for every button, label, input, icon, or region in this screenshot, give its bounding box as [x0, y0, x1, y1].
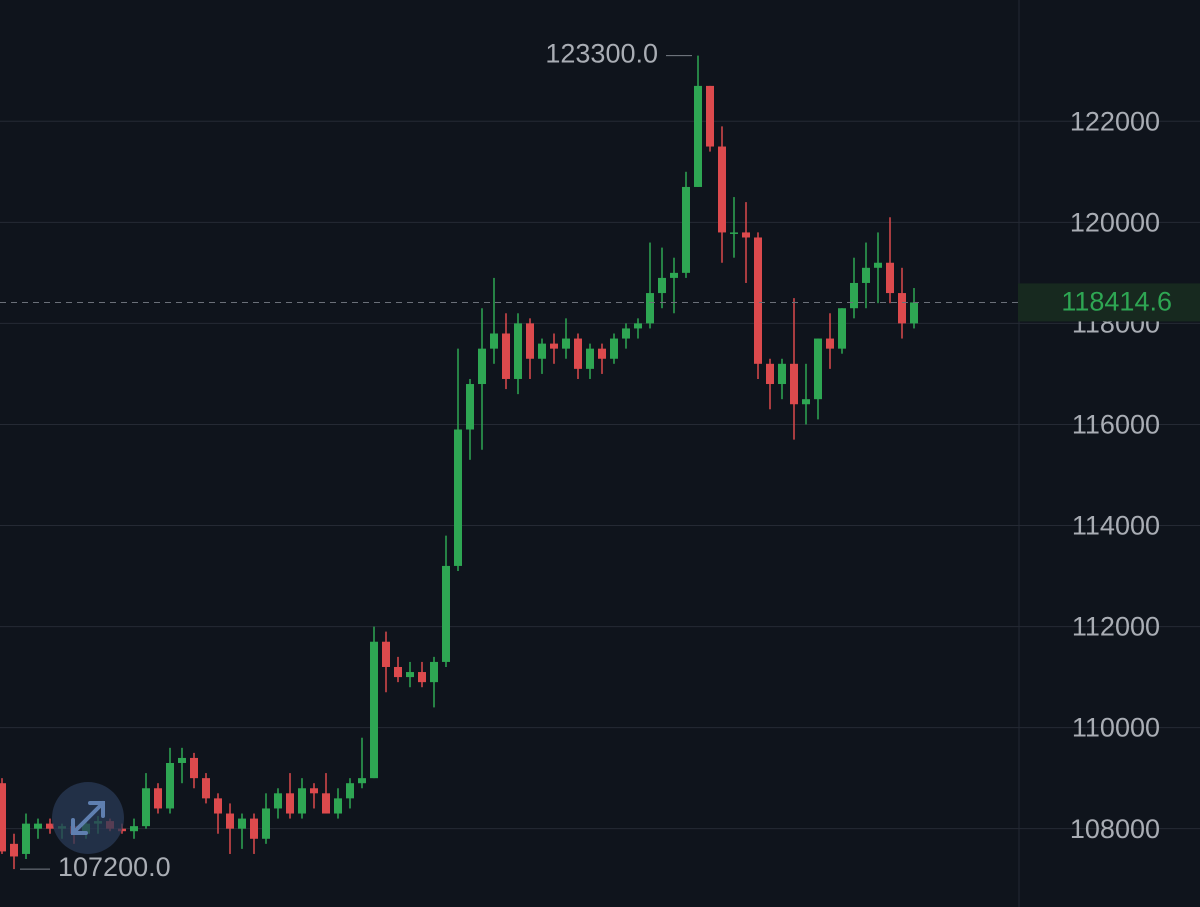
candle-body — [610, 338, 618, 359]
candle-body — [730, 232, 738, 234]
candle-body — [34, 823, 42, 829]
candle-body — [46, 823, 54, 829]
candle-body — [862, 267, 870, 283]
expand-button[interactable] — [52, 782, 124, 854]
candle-body — [358, 778, 366, 784]
candle-body — [430, 661, 438, 683]
candle-body — [814, 338, 822, 400]
last-price-tag — [1018, 283, 1200, 322]
candle-body — [646, 293, 654, 324]
candle-body — [874, 262, 882, 268]
candle-body — [682, 186, 690, 273]
candle-body — [718, 146, 726, 233]
candle-body — [0, 783, 6, 852]
candle-body — [370, 641, 378, 779]
candle-body — [262, 808, 270, 839]
candle-body — [694, 85, 702, 187]
candle-body — [382, 641, 390, 667]
candle-body — [22, 823, 30, 854]
candle-body — [154, 788, 162, 809]
candle-body — [142, 788, 150, 827]
y-tick-label: 120000 — [1070, 207, 1160, 237]
candle-body — [838, 308, 846, 349]
candle-body — [742, 232, 750, 238]
candle-body — [754, 237, 762, 364]
candle-body — [130, 826, 138, 832]
candle-body — [310, 788, 318, 794]
candle-body — [658, 277, 666, 294]
candle-body — [802, 399, 810, 405]
candle-body — [250, 818, 258, 839]
candle-body — [706, 85, 714, 147]
candle-body — [322, 793, 330, 814]
y-tick-label: 122000 — [1070, 106, 1160, 136]
candle-body — [298, 788, 306, 814]
overlay: 123300.0 107200.0 118414.6 — [0, 39, 1200, 882]
candle-body — [490, 333, 498, 349]
candle-body — [238, 818, 246, 829]
candle-body — [622, 328, 630, 339]
expand-icon[interactable] — [71, 801, 105, 835]
candle-body — [850, 282, 858, 309]
candle-body — [274, 793, 282, 809]
candle-body — [886, 262, 894, 294]
candle-body — [910, 302, 918, 324]
last-price-label: 118414.6 — [1061, 287, 1172, 317]
candle-body — [118, 828, 126, 832]
candle-body — [790, 363, 798, 405]
annotation-label: 123300.0 — [545, 39, 658, 69]
candle-body — [10, 843, 18, 857]
candle-body — [406, 672, 414, 678]
grid: 1080001100001120001140001160001180001200… — [0, 106, 1200, 844]
candle-body — [334, 798, 342, 814]
candle-body — [190, 757, 198, 779]
candle-body — [202, 778, 210, 799]
candle-body — [442, 565, 450, 662]
candle-body — [286, 793, 294, 814]
candle-body — [226, 813, 234, 829]
candle-body — [454, 429, 462, 566]
candle-body — [598, 348, 606, 359]
candle-body — [898, 293, 906, 324]
candle-body — [514, 323, 522, 379]
candle-body — [526, 323, 534, 359]
y-tick-label: 110000 — [1072, 713, 1160, 743]
y-tick-label: 112000 — [1072, 612, 1160, 642]
candle-body — [586, 348, 594, 369]
annotation-label: 107200.0 — [58, 852, 171, 882]
candle-body — [418, 672, 426, 683]
candle-body — [478, 348, 486, 385]
candle-body — [538, 343, 546, 359]
candle-body — [766, 363, 774, 385]
candle-body — [178, 757, 186, 763]
candle-body — [550, 343, 558, 349]
candle-body — [394, 666, 402, 678]
candle-body — [502, 333, 510, 379]
y-tick-label: 108000 — [1070, 814, 1160, 844]
candle-body — [634, 323, 642, 329]
candle-body — [826, 338, 834, 349]
y-tick-label: 114000 — [1072, 511, 1160, 541]
candle-body — [670, 272, 678, 278]
candle-body — [214, 798, 222, 814]
candle-body — [466, 384, 474, 430]
candle-body — [562, 338, 570, 349]
candle-body — [166, 762, 174, 809]
y-tick-label: 116000 — [1072, 410, 1160, 440]
candle-body — [346, 783, 354, 799]
candles — [0, 55, 918, 870]
candle-body — [574, 338, 582, 369]
candle-body — [778, 363, 786, 385]
